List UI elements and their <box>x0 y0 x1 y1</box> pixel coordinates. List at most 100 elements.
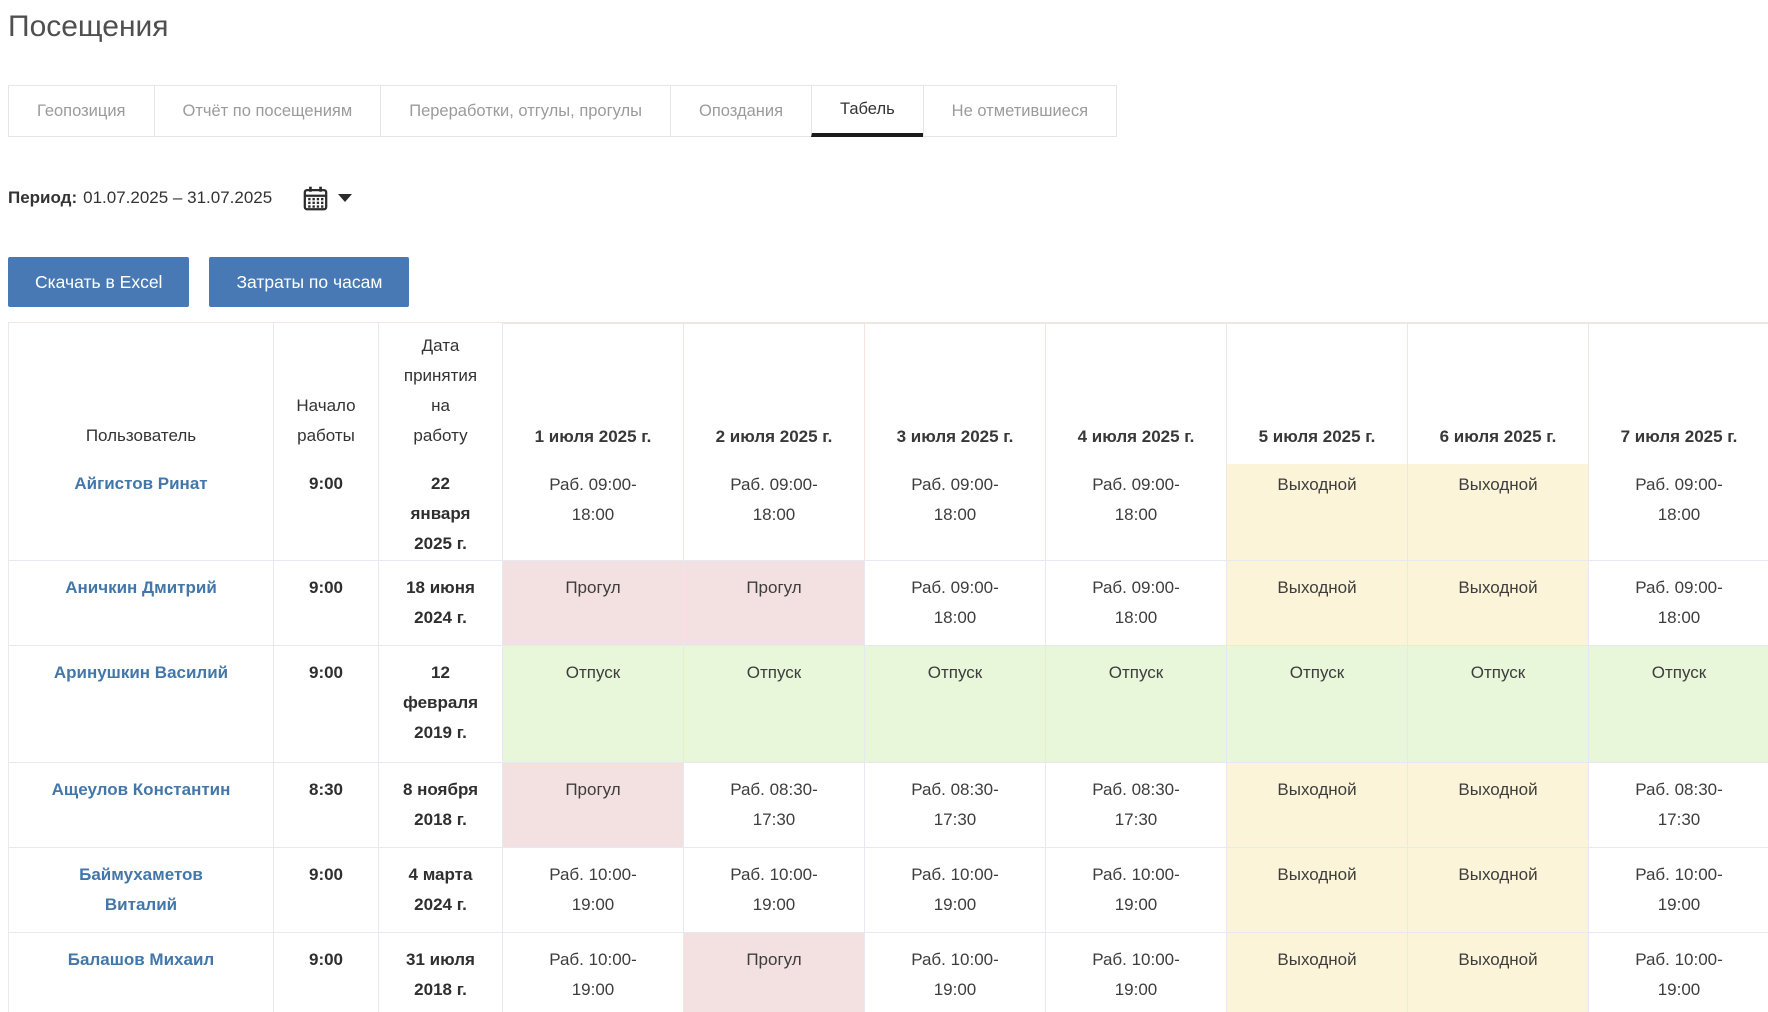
day-cell: Раб. 09:00-18:00 <box>1589 561 1768 646</box>
day-cell: Отпуск <box>503 646 684 763</box>
day-cell: Раб. 10:00-19:00 <box>1589 848 1768 933</box>
day-cell: Прогул <box>684 561 865 646</box>
day-cell: Прогул <box>684 933 865 1012</box>
day-cell: Выходной <box>1408 848 1589 933</box>
table-row: Аринушкин Василий 9:00 12 февраля 2019 г… <box>9 646 1768 763</box>
day-cell: Раб. 10:00-19:00 <box>865 848 1046 933</box>
user-link[interactable]: Ащеулов Константин <box>51 780 231 799</box>
hire-date-value: 8 ноября 2018 г. <box>379 763 503 848</box>
user-link[interactable]: Балашов Михаил <box>67 950 215 969</box>
work-start-column-header: Начало работы <box>296 396 356 445</box>
day-cell: Раб. 10:00-19:00 <box>1046 848 1227 933</box>
user-link[interactable]: Аринушкин Василий <box>53 663 229 682</box>
day-cell: Отпуск <box>1408 646 1589 763</box>
day-cell: Отпуск <box>1227 646 1408 763</box>
calendar-icon[interactable] <box>302 185 329 212</box>
day-cell: Выходной <box>1408 933 1589 1012</box>
day-cell: Отпуск <box>684 646 865 763</box>
day-cell: Выходной <box>1227 763 1408 848</box>
day-header: 5 июля 2025 г. <box>1258 427 1376 446</box>
day-status: Раб. 09:00-18:00 <box>911 475 999 524</box>
action-buttons: Скачать в Excel Затраты по часам <box>8 257 1768 307</box>
table-row: Аничкин Дмитрий 9:00 18 июня 2024 г. Про… <box>9 561 1768 646</box>
day-cell: Выходной <box>1227 848 1408 933</box>
day-cell: Отпуск <box>865 646 1046 763</box>
day-status: Выходной <box>1227 464 1407 560</box>
day-cell: Раб. 10:00-19:00 <box>865 933 1046 1012</box>
day-cell: Раб. 08:30-17:30 <box>684 763 865 848</box>
day-cell: Раб. 09:00-18:00 <box>1046 561 1227 646</box>
tab-geoposition[interactable]: Геопозиция <box>8 85 155 137</box>
tab-bar: Геопозиция Отчёт по посещениям Переработ… <box>8 85 1118 137</box>
day-status: Выходной <box>1408 464 1588 560</box>
day-cell: Раб. 10:00-19:00 <box>503 848 684 933</box>
hire-date-value: 22 января 2025 г. <box>410 474 471 553</box>
user-link[interactable]: Айгистов Ринат <box>74 474 208 493</box>
tab-timesheet[interactable]: Табель <box>811 85 924 137</box>
download-excel-button[interactable]: Скачать в Excel <box>8 257 190 307</box>
day-column-7: 7 июля 2025 г. Раб. 09:00-18:00 <box>1589 323 1768 561</box>
hire-date-column: Дата принятия на работу 22 января 2025 г… <box>379 323 503 561</box>
chevron-down-icon[interactable] <box>338 194 353 202</box>
user-link[interactable]: Баймухаметов Виталий <box>79 865 203 914</box>
day-column-5: 5 июля 2025 г. Выходной <box>1227 323 1408 561</box>
day-cell: Выходной <box>1227 561 1408 646</box>
day-cell: Раб. 08:30-17:30 <box>865 763 1046 848</box>
work-start-value: 9:00 <box>274 646 379 763</box>
period-value: 01.07.2025 – 31.07.2025 <box>83 188 273 207</box>
work-start-value: 9:00 <box>274 848 379 933</box>
day-column-6: 6 июля 2025 г. Выходной <box>1408 323 1589 561</box>
hire-date-value: 4 марта 2024 г. <box>379 848 503 933</box>
day-cell: Раб. 10:00-19:00 <box>1589 933 1768 1012</box>
hire-date-value: 31 июля 2018 г. <box>379 933 503 1012</box>
day-cell: Выходной <box>1408 763 1589 848</box>
day-cell: Выходной <box>1227 933 1408 1012</box>
tab-visit-report[interactable]: Отчёт по посещениям <box>153 85 382 137</box>
day-cell: Отпуск <box>1589 646 1768 763</box>
table-header-and-first-row: Пользователь Айгистов Ринат Начало работ… <box>9 323 1768 561</box>
user-column: Пользователь Айгистов Ринат <box>9 323 274 561</box>
day-cell: Раб. 10:00-19:00 <box>684 848 865 933</box>
tab-overtime[interactable]: Переработки, отгулы, прогулы <box>380 85 671 137</box>
day-cell: Прогул <box>503 763 684 848</box>
table-row: Баймухаметов Виталий 9:00 4 марта 2024 г… <box>9 848 1768 933</box>
day-status: Раб. 09:00-18:00 <box>1092 475 1180 524</box>
day-header: 3 июля 2025 г. <box>896 427 1014 446</box>
day-cell: Отпуск <box>1046 646 1227 763</box>
day-header: 1 июля 2025 г. <box>534 427 652 446</box>
day-status: Раб. 09:00-18:00 <box>730 475 818 524</box>
day-cell: Раб. 09:00-18:00 <box>865 561 1046 646</box>
work-start-value: 9:00 <box>274 561 379 646</box>
period-label: Период: <box>8 188 78 207</box>
hourly-costs-button[interactable]: Затраты по часам <box>209 257 410 307</box>
day-cell: Раб. 10:00-19:00 <box>503 933 684 1012</box>
table-row: Балашов Михаил 9:00 31 июля 2018 г. Раб.… <box>9 933 1768 1012</box>
table-row: Ащеулов Константин 8:30 8 ноября 2018 г.… <box>9 763 1768 848</box>
tab-not-checked-in[interactable]: Не отметившиеся <box>922 85 1118 137</box>
user-link[interactable]: Аничкин Дмитрий <box>65 578 217 597</box>
day-cell: Раб. 08:30-17:30 <box>1046 763 1227 848</box>
day-column-4: 4 июля 2025 г. Раб. 09:00-18:00 <box>1046 323 1227 561</box>
day-header: 7 июля 2025 г. <box>1620 427 1738 446</box>
day-cell: Раб. 10:00-19:00 <box>1046 933 1227 1012</box>
work-start-column: Начало работы 9:00 <box>274 323 379 561</box>
day-column-1: 1 июля 2025 г. Раб. 09:00-18:00 <box>503 323 684 561</box>
day-header: 2 июля 2025 г. <box>715 427 833 446</box>
page-title: Посещения <box>8 10 169 43</box>
day-cell: Раб. 08:30-17:30 <box>1589 763 1768 848</box>
day-header: 6 июля 2025 г. <box>1439 427 1557 446</box>
day-cell: Прогул <box>503 561 684 646</box>
tab-lateness[interactable]: Опоздания <box>670 85 813 137</box>
day-column-3: 3 июля 2025 г. Раб. 09:00-18:00 <box>865 323 1046 561</box>
user-column-header: Пользователь <box>85 426 197 445</box>
work-start-value: 9:00 <box>308 474 344 493</box>
day-column-2: 2 июля 2025 г. Раб. 09:00-18:00 <box>684 323 865 561</box>
hire-date-column-header: Дата принятия на работу <box>403 336 478 445</box>
day-status: Раб. 09:00-18:00 <box>1635 475 1723 524</box>
day-header: 4 июля 2025 г. <box>1077 427 1195 446</box>
work-start-value: 8:30 <box>274 763 379 848</box>
hire-date-value: 12 февраля 2019 г. <box>379 646 503 763</box>
day-status: Раб. 09:00-18:00 <box>549 475 637 524</box>
work-start-value: 9:00 <box>274 933 379 1012</box>
period-picker[interactable] <box>302 185 353 212</box>
